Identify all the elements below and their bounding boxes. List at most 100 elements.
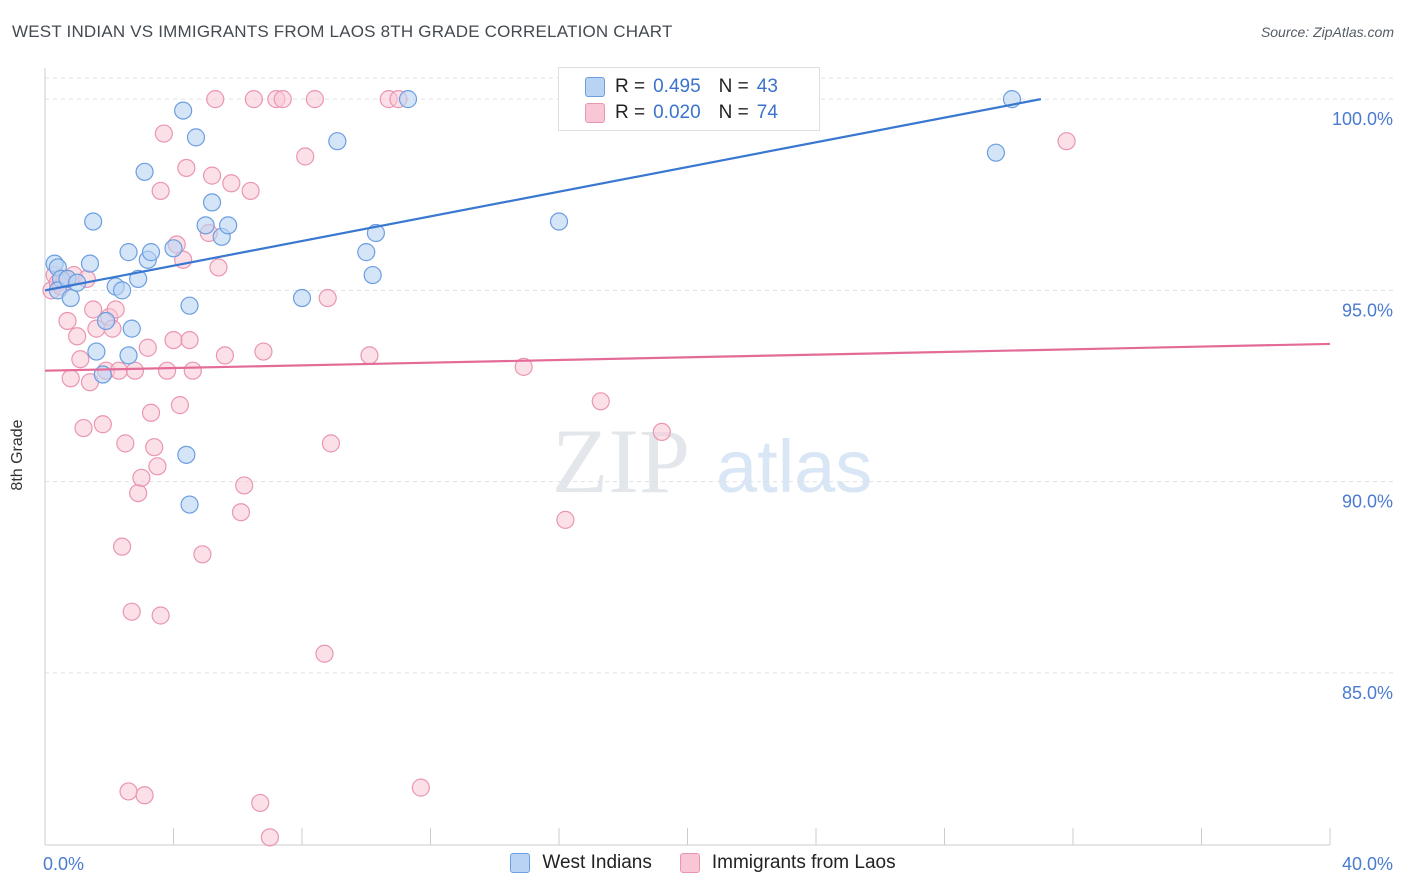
data-point-immigrants-from-laos [148, 457, 167, 476]
data-point-west-indians [129, 269, 148, 288]
n-label: N = [718, 102, 749, 123]
data-point-immigrants-from-laos [193, 545, 212, 564]
data-point-west-indians [180, 495, 199, 514]
data-point-immigrants-from-laos [145, 438, 164, 457]
legend-item-west-indians[interactable]: West Indians [510, 852, 652, 874]
data-point-immigrants-from-laos [273, 90, 292, 109]
n-value: 43 [756, 76, 778, 97]
data-point-immigrants-from-laos [164, 331, 183, 350]
y-tick-label: 95.0% [1342, 300, 1393, 320]
source-label: Source: ZipAtlas.com [1260, 24, 1394, 40]
chart-title: WEST INDIAN VS IMMIGRANTS FROM LAOS 8TH … [12, 22, 673, 41]
legend-item-immigrants-from-laos[interactable]: Immigrants from Laos [679, 852, 896, 874]
data-point-immigrants-from-laos [84, 300, 103, 319]
data-point-immigrants-from-laos [183, 361, 202, 380]
data-point-immigrants-from-laos [132, 468, 151, 487]
data-point-immigrants-from-laos [177, 158, 196, 178]
data-point-west-indians [174, 101, 193, 120]
data-point-immigrants-from-laos [61, 369, 80, 388]
legend-label: West Indians [542, 852, 652, 873]
data-point-west-indians [398, 90, 418, 109]
data-point-west-indians [196, 216, 215, 235]
data-point-immigrants-from-laos [135, 786, 154, 805]
data-point-immigrants-from-laos [321, 434, 341, 453]
data-point-west-indians [986, 143, 1006, 162]
watermark-zip: ZIP [552, 410, 690, 512]
data-point-west-indians [549, 212, 569, 231]
data-point-west-indians [119, 346, 138, 365]
x-tick-label: 40.0% [1342, 854, 1393, 874]
data-point-west-indians [122, 319, 141, 338]
r-label: R = [615, 102, 646, 123]
data-point-immigrants-from-laos [151, 181, 170, 201]
data-point-immigrants-from-laos [74, 418, 93, 438]
data-point-immigrants-from-laos [305, 90, 324, 109]
series-legend: West Indians Immigrants from Laos [0, 852, 1406, 874]
data-point-immigrants-from-laos [254, 342, 273, 361]
data-point-west-indians [84, 212, 103, 231]
data-point-west-indians [180, 296, 199, 315]
n-value: 74 [756, 102, 778, 123]
data-point-immigrants-from-laos [180, 331, 199, 350]
data-point-immigrants-from-laos [591, 392, 610, 411]
data-point-immigrants-from-laos [71, 350, 90, 369]
y-tick-label: 100.0% [1332, 109, 1393, 129]
data-point-immigrants-from-laos [209, 258, 228, 277]
data-point-west-indians [135, 162, 154, 181]
trend-line-west-indians [44, 98, 1042, 292]
legend-label: Immigrants from Laos [711, 852, 896, 873]
data-point-immigrants-from-laos [122, 602, 141, 621]
data-point-west-indians [328, 132, 347, 151]
data-point-immigrants-from-laos [157, 361, 177, 380]
r-label: R = [615, 76, 646, 97]
data-point-west-indians [292, 288, 312, 308]
data-point-immigrants-from-laos [68, 327, 87, 346]
data-point-immigrants-from-laos [119, 782, 138, 801]
data-point-west-indians [61, 288, 80, 308]
data-point-west-indians [141, 243, 161, 262]
data-point-immigrants-from-laos [154, 124, 173, 143]
data-point-immigrants-from-laos [206, 90, 225, 109]
axes [44, 68, 1331, 846]
data-point-west-indians [80, 254, 100, 273]
trend-lines [44, 98, 1331, 372]
data-point-immigrants-from-laos [360, 346, 379, 365]
x-tick-label: 0.0% [43, 854, 84, 874]
data-point-immigrants-from-laos [170, 396, 190, 415]
data-point-immigrants-from-laos [1057, 132, 1076, 151]
data-point-immigrants-from-laos [556, 510, 575, 529]
data-point-immigrants-from-laos [296, 147, 315, 166]
blue-swatch [585, 77, 605, 97]
legend-row-immigrants-from-laos: R = 0.020 N = 74 [585, 101, 796, 125]
data-point-immigrants-from-laos [93, 415, 112, 434]
series-west-indians [45, 90, 1022, 514]
data-point-immigrants-from-laos [260, 828, 279, 847]
data-point-immigrants-from-laos [514, 357, 533, 376]
watermark: ZIP atlas [552, 410, 872, 512]
data-point-immigrants-from-laos [112, 537, 132, 556]
y-tick-label: 85.0% [1342, 683, 1393, 703]
r-value: 0.495 [653, 76, 701, 97]
data-point-immigrants-from-laos [231, 503, 251, 522]
data-point-west-indians [202, 193, 222, 212]
data-point-immigrants-from-laos [138, 338, 157, 357]
r-value: 0.020 [653, 102, 701, 123]
data-point-immigrants-from-laos [411, 778, 430, 797]
pink-swatch [585, 103, 605, 123]
data-point-west-indians [119, 243, 138, 262]
data-point-immigrants-from-laos [129, 484, 148, 503]
data-point-immigrants-from-laos [222, 174, 241, 193]
data-point-immigrants-from-laos [318, 288, 337, 308]
n-label: N = [718, 76, 749, 97]
data-point-immigrants-from-laos [109, 361, 128, 380]
data-point-immigrants-from-laos [151, 606, 170, 625]
data-point-immigrants-from-laos [251, 793, 270, 813]
data-point-immigrants-from-laos [315, 644, 334, 663]
data-point-west-indians [164, 239, 183, 258]
legend-row-west-indians: R = 0.495 N = 43 [585, 75, 796, 99]
data-point-west-indians [112, 281, 132, 300]
data-point-west-indians [87, 342, 106, 361]
data-point-immigrants-from-laos [235, 476, 254, 495]
data-point-west-indians [219, 216, 238, 235]
